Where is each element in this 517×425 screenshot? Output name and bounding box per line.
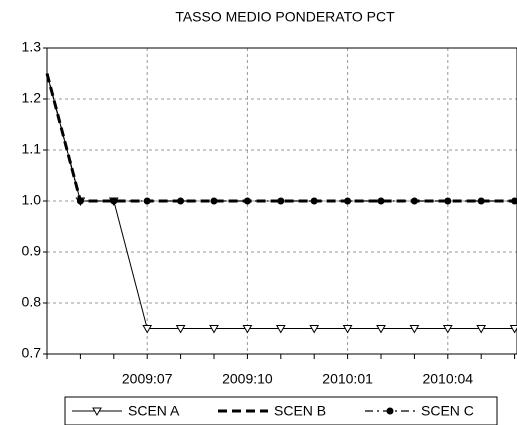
marker — [444, 197, 452, 205]
marker — [344, 197, 352, 205]
legend-label: SCEN C — [421, 403, 474, 419]
marker — [76, 197, 84, 205]
series-line — [45, 73, 515, 203]
marker — [143, 197, 151, 205]
marker — [210, 197, 218, 205]
marker — [376, 325, 386, 334]
x-tick-label: 2010:01 — [322, 371, 373, 387]
marker — [177, 197, 185, 205]
marker — [342, 325, 353, 334]
marker — [377, 197, 385, 205]
legend-label: SCEN B — [274, 403, 326, 419]
series-line — [46, 73, 515, 202]
chart-title: TASSO MEDIO PONDERATO PCT — [175, 9, 395, 25]
marker — [442, 325, 453, 334]
x-tick-label: 2009:10 — [222, 371, 273, 387]
y-tick-label: 1.1 — [22, 141, 42, 157]
legend-label: SCEN A — [128, 403, 180, 419]
marker — [209, 325, 219, 334]
marker — [242, 325, 253, 334]
legend-marker — [92, 407, 102, 417]
marker — [409, 325, 420, 334]
marker — [476, 325, 487, 334]
marker — [175, 325, 186, 334]
y-tick-label: 1.3 — [22, 39, 42, 55]
y-tick-label: 0.7 — [22, 345, 42, 361]
plot-frame — [46, 47, 517, 355]
marker — [110, 197, 118, 205]
marker — [275, 325, 286, 334]
marker — [309, 325, 320, 334]
y-tick-label: 0.8 — [22, 294, 42, 310]
y-tick-label: 1.0 — [22, 192, 42, 208]
x-tick-label: 2010:04 — [422, 371, 473, 387]
x-tick-label: 2009:07 — [122, 371, 173, 387]
marker — [243, 197, 251, 205]
y-tick-label: 1.2 — [22, 90, 42, 106]
marker — [310, 197, 318, 205]
marker — [511, 197, 517, 205]
legend-box — [64, 396, 498, 425]
marker — [277, 197, 285, 205]
legend-marker — [386, 407, 394, 415]
marker — [477, 197, 485, 205]
marker — [142, 325, 153, 334]
y-tick-label: 0.9 — [22, 243, 42, 259]
marker — [410, 197, 418, 205]
